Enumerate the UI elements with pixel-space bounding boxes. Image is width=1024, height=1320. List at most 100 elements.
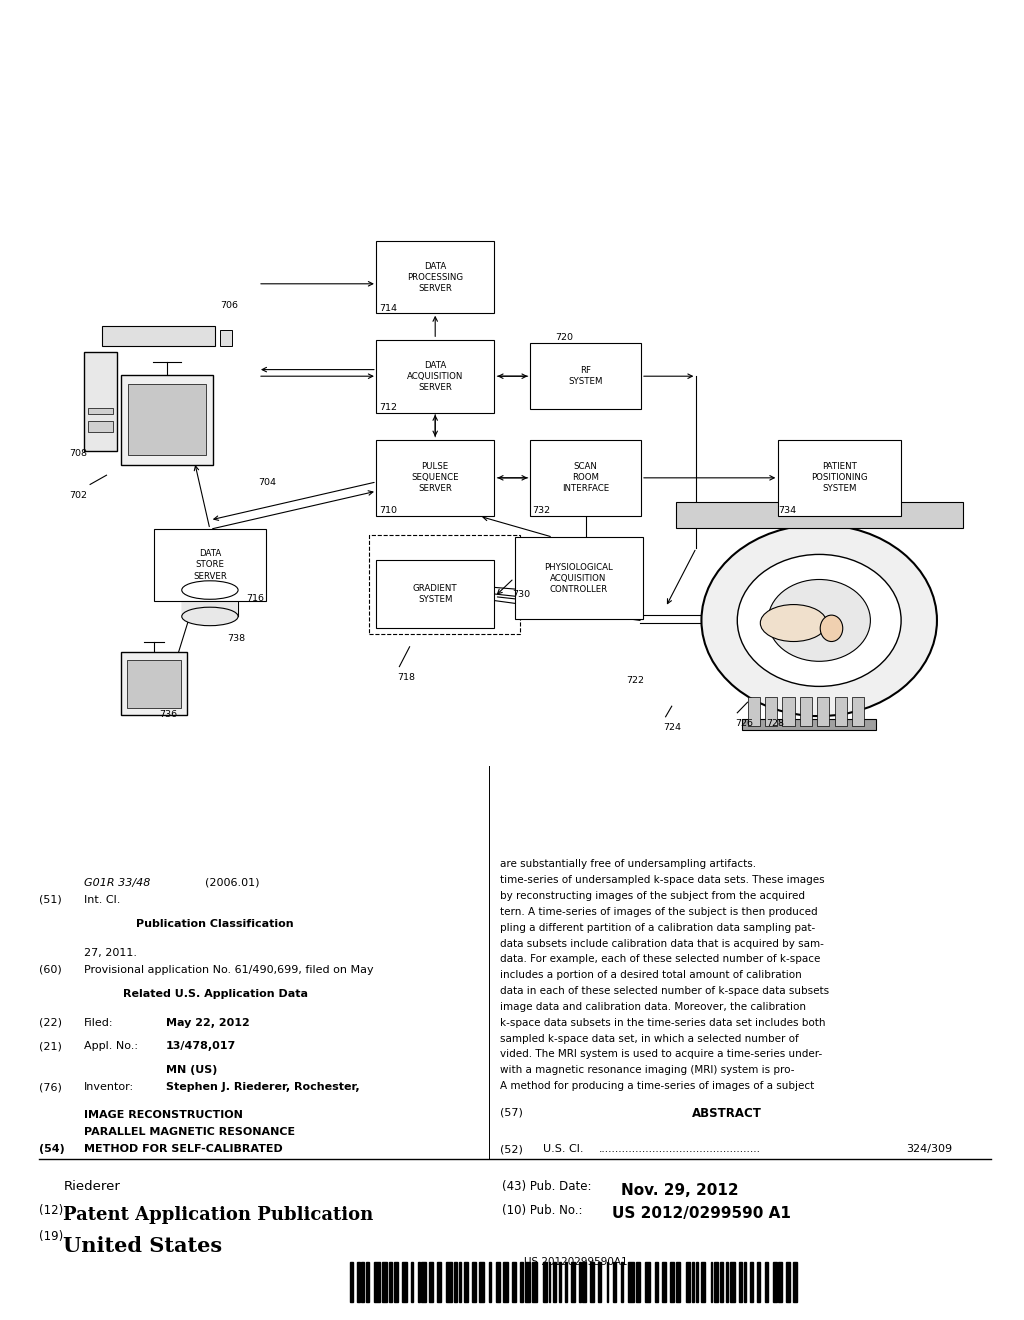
- FancyBboxPatch shape: [377, 560, 494, 628]
- Text: (54): (54): [39, 1144, 65, 1155]
- Text: tern. A time-series of images of the subject is then produced: tern. A time-series of images of the sub…: [500, 907, 817, 917]
- Ellipse shape: [182, 607, 238, 626]
- Bar: [393, 1262, 398, 1302]
- Bar: [503, 1262, 508, 1302]
- Bar: [696, 1262, 697, 1302]
- Text: data in each of these selected number of k-space data subsets: data in each of these selected number of…: [500, 986, 828, 997]
- Text: SCAN
ROOM
INTERFACE: SCAN ROOM INTERFACE: [562, 462, 609, 494]
- Text: (52): (52): [500, 1144, 522, 1155]
- Text: Related U.S. Application Data: Related U.S. Application Data: [123, 989, 307, 999]
- Bar: [366, 1262, 370, 1302]
- Bar: [750, 1262, 753, 1302]
- FancyBboxPatch shape: [121, 375, 213, 465]
- Text: PULSE
SEQUENCE
SERVER: PULSE SEQUENCE SERVER: [412, 462, 459, 494]
- Text: vided. The MRI system is used to acquire a time-series under-: vided. The MRI system is used to acquire…: [500, 1049, 822, 1060]
- Bar: [852, 697, 864, 726]
- Bar: [559, 1262, 561, 1302]
- Bar: [817, 697, 829, 726]
- Bar: [685, 1262, 690, 1302]
- FancyBboxPatch shape: [377, 339, 494, 412]
- Bar: [590, 1262, 594, 1302]
- Bar: [479, 1262, 483, 1302]
- Text: with a magnetic resonance imaging (MRI) system is pro-: with a magnetic resonance imaging (MRI) …: [500, 1065, 795, 1076]
- Bar: [786, 1262, 790, 1302]
- Text: Riederer: Riederer: [63, 1180, 121, 1193]
- Text: U.S. Cl.: U.S. Cl.: [543, 1144, 584, 1155]
- Bar: [472, 1262, 476, 1302]
- Text: 706: 706: [220, 301, 239, 310]
- Text: k-space data subsets in the time-series data set includes both: k-space data subsets in the time-series …: [500, 1018, 825, 1028]
- Bar: [742, 719, 876, 730]
- Bar: [692, 1262, 694, 1302]
- Ellipse shape: [820, 615, 843, 642]
- Text: 734: 734: [778, 506, 797, 515]
- Bar: [488, 1262, 490, 1302]
- FancyBboxPatch shape: [530, 440, 641, 516]
- Text: 720: 720: [555, 333, 573, 342]
- Text: Int. Cl.: Int. Cl.: [84, 895, 121, 906]
- Bar: [765, 697, 777, 726]
- Bar: [598, 1262, 601, 1302]
- Ellipse shape: [768, 579, 870, 661]
- Text: (60): (60): [39, 965, 61, 975]
- Text: Patent Application Publication: Patent Application Publication: [63, 1206, 374, 1225]
- Text: DATA
PROCESSING
SERVER: DATA PROCESSING SERVER: [408, 261, 463, 293]
- Text: includes a portion of a desired total amount of calibration: includes a portion of a desired total am…: [500, 970, 802, 981]
- Bar: [606, 1262, 608, 1302]
- Bar: [543, 1262, 547, 1302]
- Text: image data and calibration data. Moreover, the calibration: image data and calibration data. Moreove…: [500, 1002, 806, 1012]
- Bar: [793, 1262, 798, 1302]
- Bar: [778, 1262, 781, 1302]
- Bar: [532, 1262, 538, 1302]
- Bar: [411, 1262, 413, 1302]
- Ellipse shape: [737, 554, 901, 686]
- Text: sampled k-space data set, in which a selected number of: sampled k-space data set, in which a sel…: [500, 1034, 799, 1044]
- Bar: [455, 1262, 457, 1302]
- FancyBboxPatch shape: [377, 240, 494, 313]
- Ellipse shape: [760, 605, 827, 642]
- Bar: [571, 1262, 575, 1302]
- FancyBboxPatch shape: [102, 326, 215, 346]
- Text: 724: 724: [664, 723, 682, 733]
- Bar: [730, 1262, 735, 1302]
- Bar: [375, 1262, 380, 1302]
- Bar: [579, 1262, 581, 1302]
- Text: PARALLEL MAGNETIC RESONANCE: PARALLEL MAGNETIC RESONANCE: [84, 1127, 295, 1138]
- Text: US 2012/0299590 A1: US 2012/0299590 A1: [612, 1206, 792, 1221]
- Text: Inventor:: Inventor:: [84, 1082, 134, 1093]
- Bar: [743, 1262, 746, 1302]
- FancyBboxPatch shape: [154, 528, 266, 602]
- Text: DATA
STORE
SERVER: DATA STORE SERVER: [193, 549, 227, 581]
- Text: 722: 722: [627, 676, 645, 685]
- Bar: [748, 697, 760, 726]
- FancyBboxPatch shape: [127, 660, 181, 708]
- Text: (43) Pub. Date:: (43) Pub. Date:: [502, 1180, 591, 1193]
- Bar: [765, 1262, 768, 1302]
- Text: are substantially free of undersampling artifacts.: are substantially free of undersampling …: [500, 859, 756, 870]
- Text: PHYSIOLOGICAL
ACQUISITION
CONTROLLER: PHYSIOLOGICAL ACQUISITION CONTROLLER: [544, 562, 613, 594]
- Text: data subsets include calibration data that is acquired by sam-: data subsets include calibration data th…: [500, 939, 823, 949]
- Bar: [726, 1262, 728, 1302]
- Bar: [782, 697, 795, 726]
- Bar: [350, 1262, 353, 1302]
- Text: 732: 732: [532, 506, 551, 515]
- Text: Stephen J. Riederer, Rochester,: Stephen J. Riederer, Rochester,: [166, 1082, 359, 1093]
- FancyBboxPatch shape: [84, 352, 117, 451]
- Bar: [382, 1262, 387, 1302]
- FancyBboxPatch shape: [121, 652, 187, 715]
- Text: data. For example, each of these selected number of k-space: data. For example, each of these selecte…: [500, 954, 820, 965]
- Text: Publication Classification: Publication Classification: [136, 919, 294, 929]
- Text: (19): (19): [39, 1230, 63, 1243]
- Text: pling a different partition of a calibration data sampling pat-: pling a different partition of a calibra…: [500, 923, 815, 933]
- Bar: [357, 1262, 359, 1302]
- Text: PATIENT
POSITIONING
SYSTEM: PATIENT POSITIONING SYSTEM: [811, 462, 868, 494]
- Bar: [676, 1262, 680, 1302]
- Text: (76): (76): [39, 1082, 61, 1093]
- Text: 708: 708: [70, 449, 88, 458]
- Bar: [621, 1262, 624, 1302]
- Bar: [182, 590, 238, 616]
- Text: (2006.01): (2006.01): [205, 878, 259, 888]
- Bar: [446, 1262, 452, 1302]
- Bar: [512, 1262, 516, 1302]
- Text: A method for producing a time-series of images of a subject: A method for producing a time-series of …: [500, 1081, 814, 1092]
